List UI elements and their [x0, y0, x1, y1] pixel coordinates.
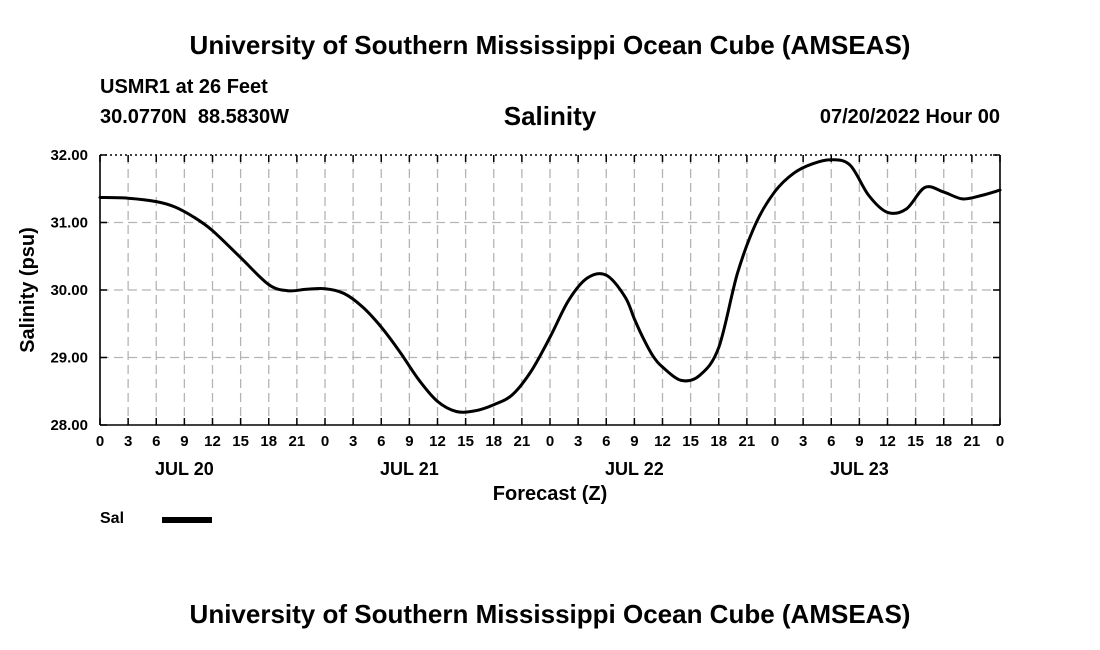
x-tick-label: 0: [546, 433, 554, 450]
x-tick-label: 9: [630, 433, 638, 450]
y-tick-label: 31.00: [50, 215, 88, 232]
x-tick-label: 12: [654, 433, 671, 450]
x-tick-label: 21: [289, 433, 306, 450]
x-tick-label: 9: [180, 433, 188, 450]
x-tick-label: 15: [682, 433, 699, 450]
header-title: University of Southern Mississippi Ocean…: [189, 30, 911, 60]
x-tick-label: 21: [739, 433, 756, 450]
x-tick-label: 3: [124, 433, 132, 450]
x-tick-label: 15: [232, 433, 249, 450]
x-tick-label: 0: [771, 433, 779, 450]
grid: [100, 155, 1000, 425]
y-axis-label: Salinity (psu): [17, 227, 39, 353]
x-tick-label: 3: [799, 433, 807, 450]
day-label: JUL 22: [605, 459, 664, 479]
x-tick-label: 6: [827, 433, 835, 450]
x-tick-label: 21: [514, 433, 531, 450]
x-tick-label: 12: [204, 433, 221, 450]
y-tick-label: 32.00: [50, 147, 88, 164]
y-tick-label: 28.00: [50, 417, 88, 434]
series-line-sal: [98, 158, 1002, 414]
x-tick-label: 0: [321, 433, 329, 450]
x-tick-label: 18: [485, 433, 502, 450]
x-tick-label: 9: [855, 433, 863, 450]
x-tick-label: 15: [907, 433, 924, 450]
day-label: JUL 23: [830, 459, 889, 479]
x-tick-label: 18: [260, 433, 277, 450]
legend-label: Sal: [100, 510, 125, 527]
chart-title: Salinity: [503, 101, 597, 131]
forecast-datetime: 07/20/2022 Hour 00: [819, 106, 1000, 128]
x-tick-label: 21: [964, 433, 981, 450]
x-tick-label: 3: [349, 433, 357, 450]
day-label: JUL 20: [155, 459, 214, 479]
x-tick-label: 0: [996, 433, 1004, 450]
x-tick-label: 12: [429, 433, 446, 450]
x-tick-label: 3: [574, 433, 582, 450]
coordinates-label: 30.0770N 88.5830W: [100, 106, 290, 128]
y-tick-label: 30.00: [50, 282, 88, 299]
tick-labels: 0 3 6 9 12 15 18 21 0 3 6 9 12 15 18 21 0 3 6 9 12 15 18 21 0 3 6 9…: [50, 147, 1004, 479]
footer-title: University of Southern Mississippi Ocean…: [189, 599, 911, 629]
y-tick-label: 29.00: [50, 350, 88, 367]
x-tick-label: 15: [457, 433, 474, 450]
x-tick-label: 6: [377, 433, 385, 450]
x-tick-label: 18: [935, 433, 952, 450]
axes: [99, 154, 1001, 426]
x-tick-label: 12: [879, 433, 896, 450]
x-tick-label: 18: [710, 433, 727, 450]
station-label: USMR1 at 26 Feet: [100, 76, 268, 98]
legend-swatch: [162, 517, 212, 523]
x-tick-label: 6: [152, 433, 160, 450]
x-tick-label: 6: [602, 433, 610, 450]
day-label: JUL 21: [380, 459, 439, 479]
x-axis-label: Forecast (Z): [493, 483, 607, 505]
x-tick-label: 9: [405, 433, 413, 450]
x-tick-label: 0: [96, 433, 104, 450]
series-layer: [98, 158, 1002, 414]
